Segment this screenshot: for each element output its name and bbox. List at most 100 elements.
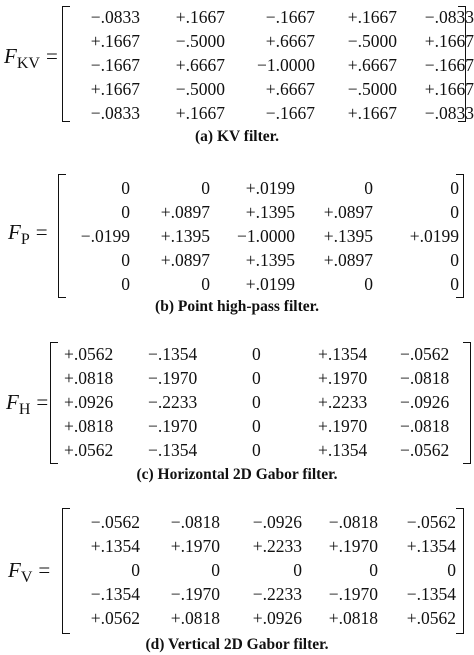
matrix-cell: +.6667 (175, 55, 225, 75)
matrix-row: +.0562 +.0818 +.0926 +.0818 +.0562 (70, 606, 456, 630)
caption-h: (c) Horizontal 2D Gabor filter. (136, 466, 338, 483)
matrix-cell: 0 (201, 274, 210, 294)
matrix-row: −.0833 +.1667 −.1667 +.1667 −.0833 (70, 101, 474, 125)
matrix-cell: −.1970 (148, 416, 198, 436)
matrix-row: +.1667 −.5000 +.6667 −.5000 +.1667 (70, 29, 474, 53)
left-bracket-kv (62, 6, 70, 122)
matrix-row: −.0833 +.1667 −.1667 +.1667 −.0833 (70, 5, 474, 29)
matrix-cell: 0 (252, 368, 261, 388)
filter-block-v: FV = −.0562 −.0818 −.0926 −.0818 −.0562 +.135… (0, 504, 474, 655)
matrix-cell: −.2233 (148, 392, 198, 412)
matrix-cell: +.0926 (252, 608, 302, 628)
matrix-cell: −.0818 (400, 416, 450, 436)
matrix-cell: −.1667 (265, 103, 315, 123)
matrix-cell: +.0818 (170, 608, 220, 628)
matrix-cell: −.0562 (400, 344, 450, 364)
matrix-cell: 0 (450, 178, 459, 198)
matrix-symbol-v: FV = (8, 558, 51, 586)
matrix-cell: −.1970 (148, 368, 198, 388)
matrix-cell: +.1354 (318, 344, 368, 364)
matrix-symbol-kv: FKV = (4, 44, 58, 72)
right-bracket-h (463, 342, 471, 464)
matrix-cell: 0 (121, 202, 130, 222)
right-bracket-p (456, 174, 464, 298)
matrix-cell: −.1667 (424, 55, 474, 75)
matrix-cell: 0 (450, 202, 459, 222)
left-bracket-p (58, 174, 66, 298)
matrix-cell: 0 (211, 560, 220, 580)
matrix-cell: −1.0000 (257, 55, 315, 75)
matrix-cell: 0 (293, 560, 302, 580)
matrix-cell: +.1667 (347, 7, 397, 27)
matrix-cell: +.1970 (328, 536, 378, 556)
matrix-cell: −.1667 (265, 7, 315, 27)
matrix-cell: −.0818 (328, 512, 378, 532)
matrix-cell: +.0897 (160, 250, 210, 270)
matrix-row: 0 +.0897 +.1395 +.0897 0 (66, 200, 459, 224)
matrix-cell: +.1667 (424, 79, 474, 99)
matrix-cell: +.0562 (64, 344, 114, 364)
matrix-symbol-h: FH = (6, 390, 49, 418)
matrix-kv: −.0833 +.1667 −.1667 +.1667 −.0833 +.1667 −.5… (70, 5, 474, 125)
matrix-cell: 0 (364, 274, 373, 294)
matrix-cell: +.1667 (175, 7, 225, 27)
matrix-cell: +.0897 (323, 202, 373, 222)
matrix-row: +.1354 +.1970 +.2233 +.1970 +.1354 (70, 534, 456, 558)
matrix-row: +.1667 −.5000 +.6667 −.5000 +.1667 (70, 77, 474, 101)
matrix-row: 0 0 0 0 0 (70, 558, 456, 582)
matrix-symbol-p: FP = (8, 220, 48, 248)
matrix-cell: 0 (201, 178, 210, 198)
matrix-cell: +.1354 (318, 440, 368, 460)
matrix-cell: +.6667 (265, 79, 315, 99)
matrix-cell: 0 (252, 440, 261, 460)
matrix-cell: −.0926 (400, 392, 450, 412)
matrix-cell: −.0562 (406, 512, 456, 532)
matrix-cell: −.5000 (175, 79, 225, 99)
matrix-cell: +.1395 (245, 202, 295, 222)
matrix-row: −.0562 −.0818 −.0926 −.0818 −.0562 (70, 510, 456, 534)
matrix-p: 0 0 +.0199 0 0 0 +.0897 +.1395 +.0897 0 −.0199 +.… (66, 176, 459, 296)
matrix-cell: 0 (131, 560, 140, 580)
matrix-cell: −.5000 (175, 31, 225, 51)
matrix-cell: +.1354 (406, 536, 456, 556)
matrix-cell: −.0818 (170, 512, 220, 532)
matrix-cell: 0 (252, 344, 261, 364)
matrix-cell: −.2233 (252, 584, 302, 604)
matrix-cell: −.1354 (90, 584, 140, 604)
matrix-cell: 0 (447, 560, 456, 580)
matrix-cell: +.1667 (347, 103, 397, 123)
matrix-cell: −.0833 (424, 7, 474, 27)
matrix-h: +.0562 −.1354 0 +.1354 −.0562 +.0818 −.1970 0 +… (64, 342, 474, 462)
matrix-cell: −.0562 (90, 512, 140, 532)
left-bracket-h (50, 342, 58, 464)
caption-v: (d) Vertical 2D Gabor filter. (145, 636, 329, 653)
matrix-v: −.0562 −.0818 −.0926 −.0818 −.0562 +.1354 +.1… (70, 510, 456, 630)
matrix-cell: +.0818 (64, 416, 114, 436)
matrix-cell: +.1970 (318, 416, 368, 436)
matrix-cell: −.1354 (148, 440, 198, 460)
matrix-cell: +.1970 (318, 368, 368, 388)
matrix-cell: −.5000 (347, 31, 397, 51)
matrix-row: 0 0 +.0199 0 0 (66, 176, 459, 200)
matrix-cell: −.5000 (347, 79, 397, 99)
matrix-row: −.1667 +.6667 −1.0000 +.6667 −.1667 (70, 53, 474, 77)
matrix-cell: −.0833 (90, 103, 140, 123)
matrix-row: +.0926 −.2233 0 +.2233 −.0926 (64, 390, 474, 414)
matrix-cell: −.0818 (400, 368, 450, 388)
matrix-cell: +.0897 (160, 202, 210, 222)
matrix-cell: 0 (252, 392, 261, 412)
right-bracket-kv (458, 6, 466, 122)
matrix-cell: −.0926 (252, 512, 302, 532)
matrix-cell: 0 (450, 250, 459, 270)
matrix-cell: +.6667 (265, 31, 315, 51)
matrix-cell: +.1667 (90, 31, 140, 51)
matrix-cell: 0 (121, 178, 130, 198)
matrix-cell: −.1667 (90, 55, 140, 75)
matrix-cell: +.0818 (64, 368, 114, 388)
matrix-cell: 0 (121, 250, 130, 270)
matrix-row: +.0818 −.1970 0 +.1970 −.0818 (64, 414, 474, 438)
caption-kv: (a) KV filter. (195, 128, 279, 145)
matrix-cell: +.1395 (323, 226, 373, 246)
matrix-row: +.0562 −.1354 0 +.1354 −.0562 (64, 438, 474, 462)
matrix-cell: +.0199 (245, 274, 295, 294)
